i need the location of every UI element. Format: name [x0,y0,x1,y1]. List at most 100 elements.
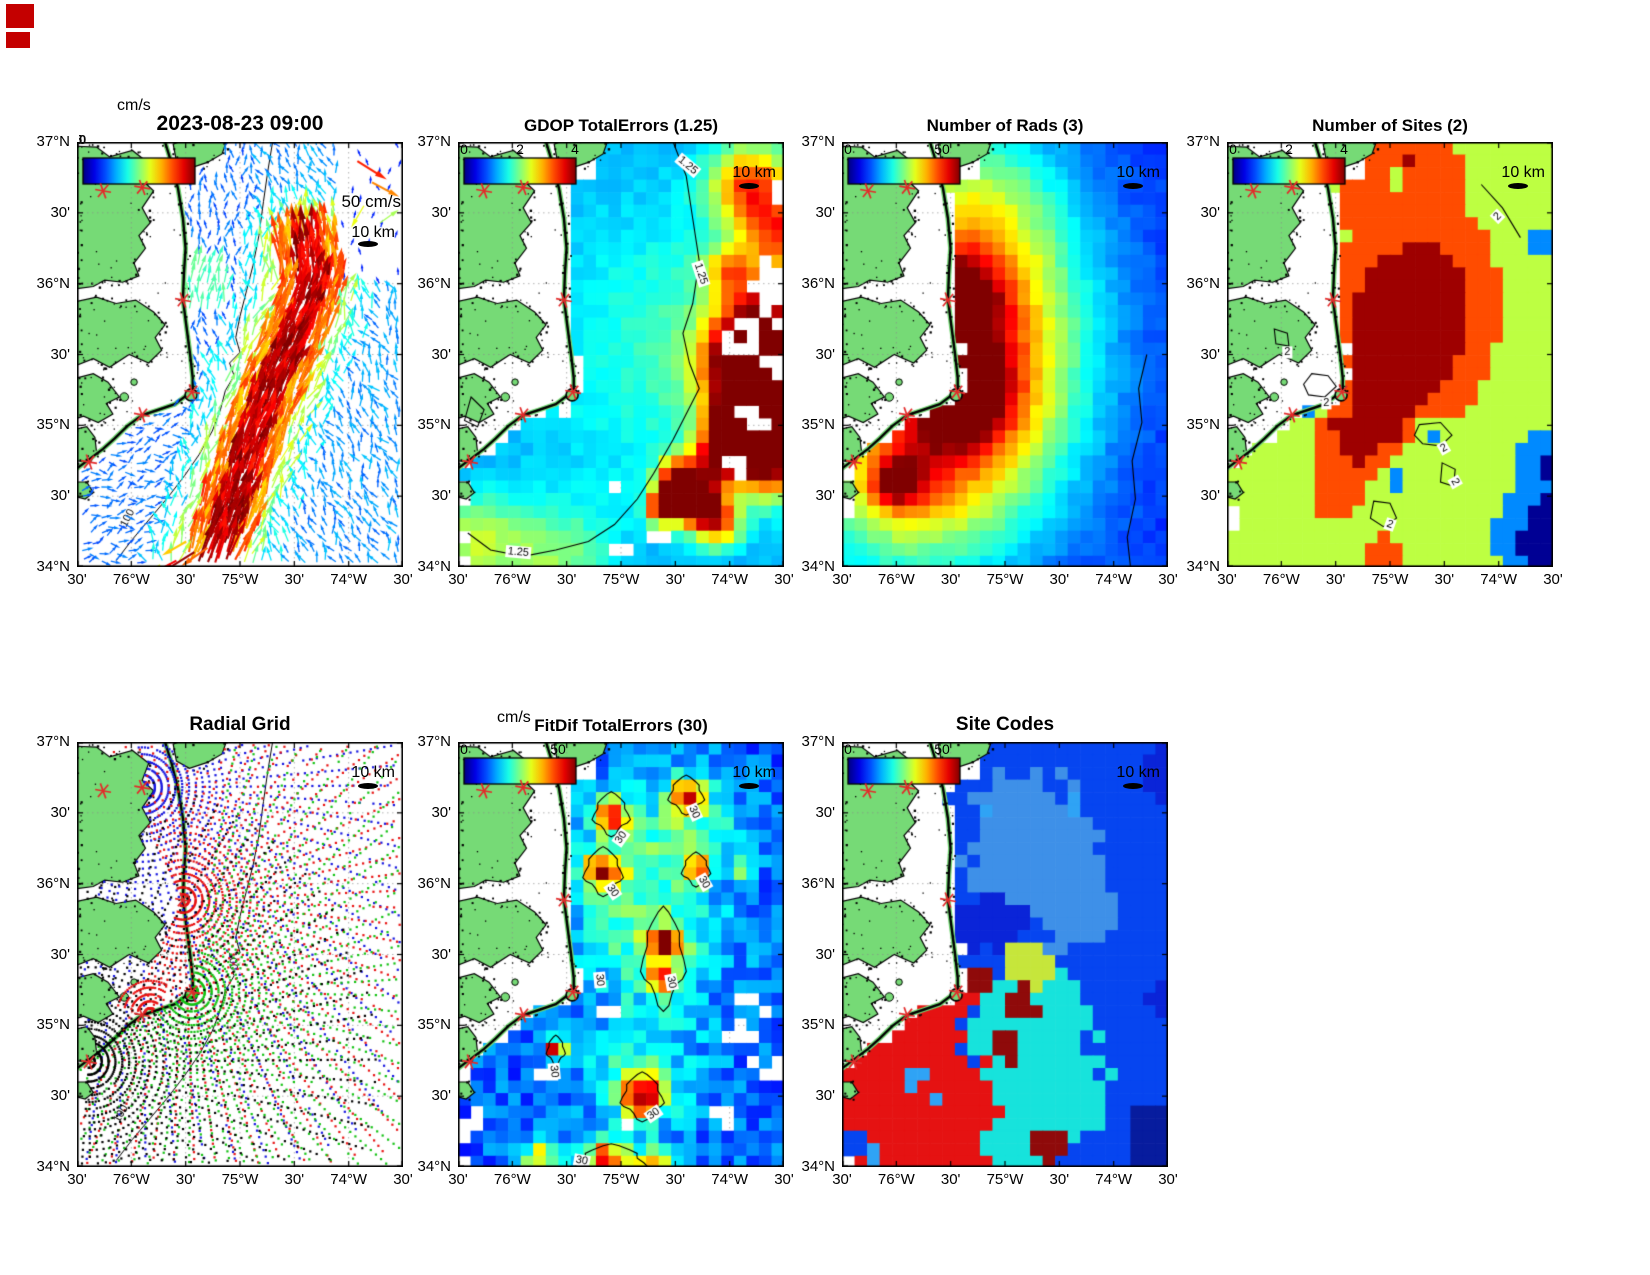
y-axis-tick-label: 34°N [417,558,451,575]
y-axis-tick-label: 34°N [801,558,835,575]
x-axis-tick-label: 30' [284,571,305,588]
x-axis-tick-label: 30' [556,571,577,588]
scale-bar [1123,783,1143,789]
x-axis-tick-label: 30' [448,1171,468,1188]
scale-bar [358,783,378,789]
x-axis-tick-label: 75°W [221,571,259,588]
y-axis-tick-label: 36°N [801,874,835,892]
panel-title-site-codes: Site Codes [955,714,1055,735]
y-axis-tick-label: 36°N [417,874,451,892]
x-axis-tick-label: 30' [774,1171,794,1188]
x-axis-tick-label: 75°W [986,1171,1024,1188]
x-axis-tick-label: 76°W [1262,571,1300,588]
y-axis-tick-label: 30' [815,487,835,505]
x-axis-tick-label: 30' [1158,1171,1178,1188]
y-axis-tick-label: 30' [50,803,70,821]
x-axis-tick-label: 30' [665,571,686,588]
colorbar-tick-label: 2 [1285,141,1293,157]
y-axis-tick-label: 30' [431,345,451,363]
y-axis-tick-label: 35°N [801,416,835,434]
y-axis-tick-label: 37°N [417,133,451,150]
colorbar-tick-label: 4 [1340,141,1348,157]
panel-radial-grid: Radial Grid 37°N 30' 36°N 30' 35°N 30' 34°N 30' 7… [36,714,412,1188]
y-axis-tick-label: 36°N [36,274,70,292]
x-axis-tick-label: 30' [940,571,961,588]
x-axis-tick-label: 76°W [877,571,915,588]
y-axis-tick-label: 30' [815,203,835,221]
x-axis-tick-label: 30' [1158,571,1178,588]
y-axis-tick-label: 30' [431,1087,451,1105]
panel-number-of-sites: Number of Sites (2) 37°N 30' 36°N 30' 35°N 30'… [1186,116,1562,588]
map-canvas-number-of-rads [842,142,1168,567]
y-axis-tick-label: 30' [1200,203,1220,221]
y-axis-tick-label: 30' [50,945,70,963]
x-axis-tick-label: 74°W [1480,571,1518,588]
x-axis-tick-label: 76°W [112,571,150,588]
y-axis-tick-label: 30' [815,945,835,963]
colorbar-units-label: cm/s [497,709,531,726]
x-axis-tick-label: 30' [940,1171,961,1188]
x-axis-tick-label: 30' [1325,571,1346,588]
panel-site-codes: Site Codes 37°N 30' 36°N 30' 35°N 30' 34°N 30' 76… [801,714,1177,1188]
x-axis-tick-label: 74°W [1095,571,1133,588]
panel-fitdif-total-errors: FitDif TotalErrors (30) cm/s 37°N 30' 36°N 30… [417,709,793,1188]
colorbar-tick-label: 4 [571,141,579,157]
x-axis-tick-label: 30' [67,1171,87,1188]
y-axis-tick-label: 30' [431,945,451,963]
y-axis-tick-label: 30' [815,803,835,821]
map-canvas-number-of-sites [1227,142,1553,567]
y-axis-tick-label: 34°N [1186,558,1220,575]
x-axis-tick-label: 30' [175,1171,196,1188]
x-axis-tick-label: 30' [175,571,196,588]
y-axis-tick-label: 35°N [801,1016,835,1034]
x-axis-tick-label: 76°W [493,1171,531,1188]
colorbar-ticks-overlapped: 0 5 10 15 20 25 30 35 40 45 50 [79,132,219,147]
x-axis-tick-label: 76°W [493,571,531,588]
colorbar-tick-label: 0 [1229,141,1237,157]
y-axis-tick-label: 36°N [36,874,70,892]
y-axis-tick-label: 35°N [36,416,70,434]
scale-bar [358,241,378,247]
scale-bar-label: 10 km [1501,164,1545,181]
y-axis-tick-label: 30' [1200,487,1220,505]
y-axis-tick-label: 37°N [417,733,451,750]
colorbar-tick-label: 0 [460,741,468,757]
scale-bar [1123,183,1143,189]
x-axis-tick-label: 30' [774,571,794,588]
x-axis-tick-label: 75°W [986,571,1024,588]
x-axis-tick-label: 74°W [711,1171,749,1188]
map-canvas-fitdif-total-errors [458,742,784,1167]
y-axis-tick-label: 36°N [801,274,835,292]
x-axis-tick-label: 30' [67,571,87,588]
colorbar-tick-label: 0 [460,141,468,157]
map-canvas-surface-currents [77,142,403,567]
x-axis-tick-label: 30' [1434,571,1455,588]
y-axis-tick-label: 30' [815,345,835,363]
y-axis-tick-label: 37°N [801,733,835,750]
panel-title-gdop-total-errors: GDOP TotalErrors (1.25) [524,116,718,135]
panel-title-number-of-rads: Number of Rads (3) [926,116,1084,135]
y-axis-tick-label: 30' [50,345,70,363]
panel-number-of-rads: Number of Rads (3) 37°N 30' 36°N 30' 35°N 30' 3… [801,116,1177,588]
y-axis-tick-label: 30' [50,203,70,221]
x-axis-tick-label: 75°W [1371,571,1409,588]
scale-bar-label: 10 km [1116,764,1160,781]
panel-gdop-total-errors: GDOP TotalErrors (1.25) 37°N 30' 36°N 30' 35°… [417,116,793,588]
x-axis-tick-label: 30' [393,1171,413,1188]
colorbar-tick-label: 2 [516,141,524,157]
y-axis-tick-label: 37°N [36,733,70,750]
y-axis-tick-label: 35°N [417,1016,451,1034]
x-axis-tick-label: 30' [284,1171,305,1188]
y-axis-tick-label: 30' [431,487,451,505]
scale-bar-label: 10 km [732,164,776,181]
x-axis-tick-label: 30' [1049,571,1070,588]
scale-bar-label: 10 km [1116,164,1160,181]
colorbar-tick-label: 0 [844,141,852,157]
panel-title-radial-grid: Radial Grid [189,714,291,735]
panel-surface-currents: 2023-08-23 09:00 cm/s 37°N 30' 36°N 30' 35°N 30… [36,97,412,588]
x-axis-tick-label: 76°W [112,1171,150,1188]
x-axis-tick-label: 30' [665,1171,686,1188]
x-axis-tick-label: 30' [1217,571,1237,588]
x-axis-tick-label: 30' [393,571,413,588]
